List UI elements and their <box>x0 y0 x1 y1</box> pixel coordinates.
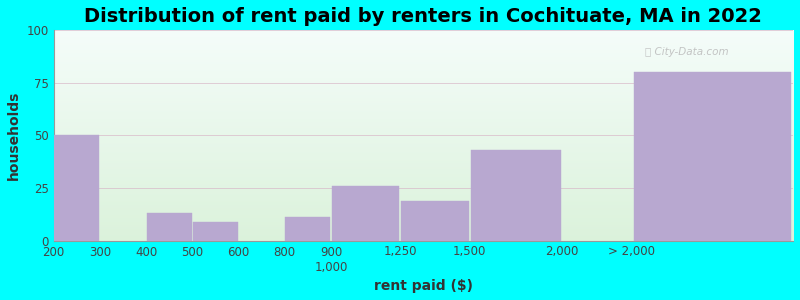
Bar <box>402 201 469 241</box>
Bar <box>634 72 790 241</box>
Text: ⓘ City-Data.com: ⓘ City-Data.com <box>645 47 729 57</box>
Bar <box>286 218 330 241</box>
Y-axis label: households: households <box>7 91 21 180</box>
Bar <box>146 213 191 241</box>
Bar <box>193 222 238 241</box>
Bar <box>332 186 399 241</box>
Bar <box>471 150 561 241</box>
Bar <box>54 136 99 241</box>
Title: Distribution of rent paid by renters in Cochituate, MA in 2022: Distribution of rent paid by renters in … <box>84 7 762 26</box>
X-axis label: rent paid ($): rent paid ($) <box>374 279 473 293</box>
